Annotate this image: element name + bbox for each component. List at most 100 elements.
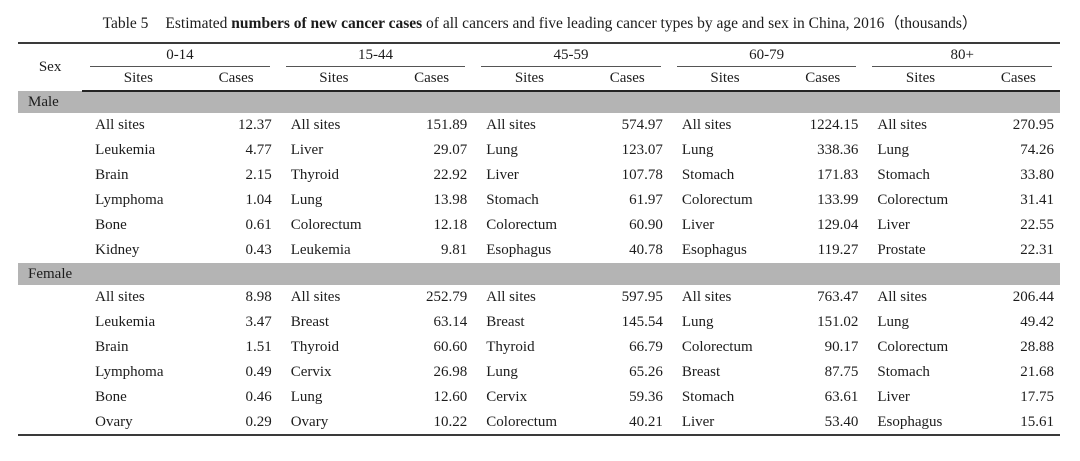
sex-spacer-cell xyxy=(18,213,82,238)
cases-cell: 74.26 xyxy=(1020,142,1054,158)
site-cell: All sites xyxy=(877,117,927,133)
cases-cell: 12.37 xyxy=(237,117,272,133)
cases-cell: 60.60 xyxy=(433,339,468,355)
sex-spacer-cell xyxy=(18,410,82,435)
site-cell: Colorectum xyxy=(877,339,949,355)
site-cell: Liver xyxy=(290,142,324,158)
cases-cell: 270.95 xyxy=(1012,117,1054,133)
cases-cell: 0.46 xyxy=(245,389,272,405)
age-group-label: 45-59 xyxy=(481,44,661,67)
site-cell: Cervix xyxy=(486,389,528,405)
cases-cell: 61.97 xyxy=(629,192,663,208)
cases-cell: 129.04 xyxy=(817,217,859,233)
cases-cell: 252.79 xyxy=(426,289,468,305)
cases-cell: 171.83 xyxy=(817,167,859,183)
sites-header: Sites xyxy=(668,67,782,92)
table-row: Lymphoma 1.04 Lung 13.98 Stomach 61.97 C… xyxy=(18,188,1060,213)
cases-cell: 119.27 xyxy=(817,242,859,258)
sex-spacer-cell xyxy=(18,163,82,188)
cases-cell: 87.75 xyxy=(824,364,859,380)
age-group-header-0-14: 0-14 xyxy=(82,43,278,67)
sex-spacer-cell xyxy=(18,238,82,263)
cases-cell: 0.29 xyxy=(245,413,272,430)
sex-spacer-cell xyxy=(18,310,82,335)
site-cell: Thyroid xyxy=(290,339,340,355)
site-cell: Lung xyxy=(290,192,323,208)
section-band-male: Male xyxy=(18,91,1060,113)
site-cell: Esophagus xyxy=(877,413,943,430)
site-cell: All sites xyxy=(290,289,341,305)
site-cell: Lymphoma xyxy=(95,364,164,380)
site-cell: Thyroid xyxy=(290,167,340,183)
site-cell: All sites xyxy=(681,117,732,133)
site-cell: Stomach xyxy=(877,364,930,380)
cases-cell: 0.49 xyxy=(245,364,272,380)
site-cell: Cervix xyxy=(290,364,332,380)
site-cell: Liver xyxy=(486,167,519,183)
age-group-label: 0-14 xyxy=(90,44,270,67)
cases-cell: 1224.15 xyxy=(809,117,859,133)
cases-cell: 4.77 xyxy=(245,142,272,158)
site-cell: Lung xyxy=(681,314,714,330)
sites-header: Sites xyxy=(473,67,586,92)
cases-cell: 9.81 xyxy=(441,242,468,258)
cases-cell: 49.42 xyxy=(1020,314,1054,330)
site-cell: Colorectum xyxy=(681,192,753,208)
site-cell: Ovary xyxy=(290,413,329,430)
sex-spacer-cell xyxy=(18,385,82,410)
site-cell: Lung xyxy=(486,364,518,380)
site-cell: Lung xyxy=(290,389,323,405)
cases-cell: 65.26 xyxy=(629,364,663,380)
table-row: All sites 12.37 All sites 151.89 All sit… xyxy=(18,113,1060,138)
age-group-label: 80+ xyxy=(872,44,1052,67)
site-cell: Colorectum xyxy=(290,217,362,233)
cases-cell: 33.80 xyxy=(1020,167,1054,183)
cases-cell: 15.61 xyxy=(1020,413,1054,430)
cases-header: Cases xyxy=(194,67,278,92)
table-row: Bone 0.61 Colorectum 12.18 Colorectum 60… xyxy=(18,213,1060,238)
site-cell: Liver xyxy=(877,217,910,233)
table-row: Kidney 0.43 Leukemia 9.81 Esophagus 40.7… xyxy=(18,238,1060,263)
cases-cell: 29.07 xyxy=(433,142,468,158)
cases-cell: 59.36 xyxy=(629,389,663,405)
cases-cell: 12.18 xyxy=(433,217,468,233)
cases-cell: 145.54 xyxy=(621,314,663,330)
site-cell: Ovary xyxy=(95,413,133,430)
site-cell: Stomach xyxy=(681,167,735,183)
cases-cell: 28.88 xyxy=(1020,339,1054,355)
site-cell: All sites xyxy=(95,117,145,133)
cases-cell: 151.02 xyxy=(817,314,859,330)
cases-cell: 1.51 xyxy=(245,339,272,355)
sex-spacer-cell xyxy=(18,188,82,213)
site-cell: All sites xyxy=(290,117,341,133)
cases-cell: 66.79 xyxy=(629,339,663,355)
site-cell: Prostate xyxy=(877,242,926,258)
cases-cell: 133.99 xyxy=(817,192,859,208)
site-cell: Liver xyxy=(877,389,910,405)
site-cell: Lymphoma xyxy=(95,192,164,208)
caption-text-prefix: Estimated xyxy=(165,15,232,32)
site-cell: Breast xyxy=(681,364,721,380)
site-cell: Liver xyxy=(681,217,715,233)
age-group-label: 60-79 xyxy=(676,44,857,67)
table-caption: Table 5 Estimated numbers of new cancer c… xyxy=(0,0,1080,42)
site-cell: Brain xyxy=(95,339,129,355)
cases-cell: 17.75 xyxy=(1020,389,1054,405)
site-cell: Breast xyxy=(290,314,330,330)
table-row: Leukemia 3.47 Breast 63.14 Breast 145.54… xyxy=(18,310,1060,335)
site-cell: Colorectum xyxy=(877,192,949,208)
site-cell: Stomach xyxy=(486,192,539,208)
age-group-label: 15-44 xyxy=(285,44,466,67)
cases-cell: 12.60 xyxy=(433,389,468,405)
cases-cell: 90.17 xyxy=(824,339,859,355)
site-cell: Bone xyxy=(95,389,127,405)
cancer-cases-table: Sex 0-14 15-44 45-59 60-79 80+ Sites Cas… xyxy=(18,42,1060,436)
site-cell: All sites xyxy=(681,289,732,305)
cases-cell: 40.78 xyxy=(629,242,663,258)
site-cell: Leukemia xyxy=(290,242,351,258)
table-row: Leukemia 4.77 Liver 29.07 Lung 123.07 Lu… xyxy=(18,138,1060,163)
cases-cell: 574.97 xyxy=(621,117,663,133)
cases-cell: 60.90 xyxy=(629,217,663,233)
cases-cell: 206.44 xyxy=(1012,289,1054,305)
